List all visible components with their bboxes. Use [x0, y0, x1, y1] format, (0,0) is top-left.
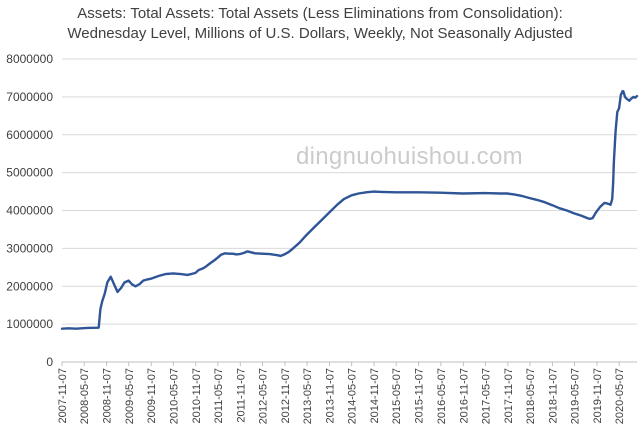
x-tick-label: 2016-05-07	[436, 368, 448, 424]
x-tick-label: 2007-11-07	[57, 368, 69, 423]
series-group	[60, 90, 639, 330]
gridlines	[62, 58, 637, 363]
x-tick-label: 2019-11-07	[592, 368, 604, 423]
x-tick-label: 2016-11-07	[458, 368, 470, 423]
y-tick-label: 0	[46, 355, 53, 369]
x-tick-label: 2018-05-07	[525, 368, 537, 424]
chart-title: Assets: Total Assets: Total Assets (Less…	[0, 4, 640, 44]
x-tick-label: 2019-05-07	[570, 368, 582, 424]
x-tick-label: 2017-05-07	[480, 368, 492, 424]
x-tick-label: 2014-11-07	[369, 368, 381, 423]
watermark-text: dingnuohuishou.com	[296, 143, 523, 170]
series-line	[60, 90, 639, 330]
y-tick-label: 3000000	[6, 241, 53, 255]
x-tick-label: 2010-11-07	[191, 368, 203, 423]
x-tick-label: 2008-11-07	[102, 368, 114, 423]
x-tick-label: 2008-05-07	[79, 368, 91, 424]
x-tick-label: 2018-11-07	[547, 368, 559, 423]
chart-title-line-2: Wednesday Level, Millions of U.S. Dollar…	[67, 25, 573, 42]
chart-title-line-1: Assets: Total Assets: Total Assets (Less…	[77, 5, 563, 22]
y-tick-label: 4000000	[6, 204, 53, 218]
x-tick-label: 2015-05-07	[391, 368, 403, 424]
x-tick-label: 2009-05-07	[124, 368, 136, 424]
x-tick-label: 2011-05-07	[213, 368, 225, 423]
x-axis-tick-labels: 2007-11-07 2008-05-07 2008-11-07 2009-05-07…	[57, 362, 626, 424]
x-tick-label: 2013-05-07	[302, 368, 314, 424]
x-tick-label: 2012-05-07	[258, 368, 270, 424]
x-tick-label: 2014-05-07	[347, 368, 359, 424]
y-axis-tick-labels: 0 1000000 2000000 3000000 4000000 5000000 6000…	[6, 52, 53, 369]
y-tick-label: 6000000	[6, 128, 53, 142]
x-tick-label: 2011-11-07	[235, 368, 247, 423]
x-tick-label: 2013-11-07	[325, 368, 337, 423]
y-tick-label: 1000000	[6, 317, 53, 331]
x-tick-label: 2009-11-07	[146, 368, 158, 423]
x-tick-label: 2010-05-07	[168, 368, 180, 424]
y-tick-label: 7000000	[6, 90, 53, 104]
y-tick-label: 5000000	[6, 166, 53, 180]
x-tick-label: 2017-11-07	[503, 368, 515, 423]
x-tick-label: 2012-11-07	[280, 368, 292, 423]
y-tick-label: 2000000	[6, 279, 53, 293]
y-tick-label: 8000000	[6, 52, 53, 66]
x-tick-label: 2015-11-07	[414, 368, 426, 423]
x-tick-label: 2020-05-07	[614, 368, 626, 424]
